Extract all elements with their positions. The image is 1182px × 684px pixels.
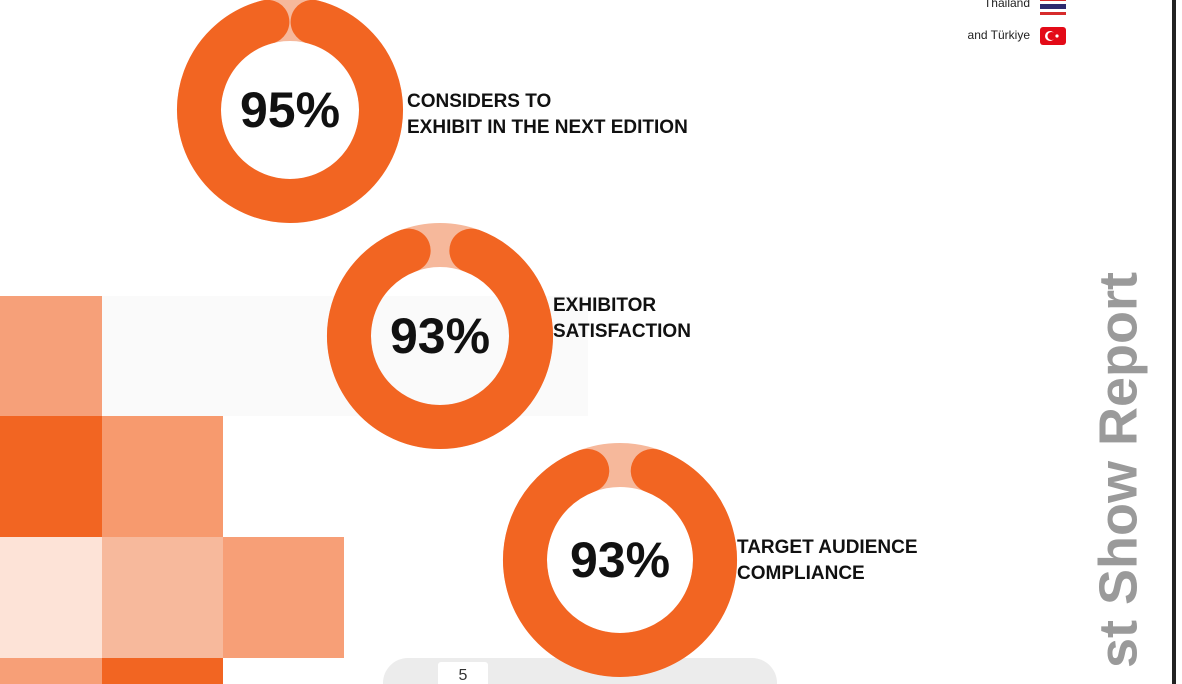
percentage: 93% [390,308,490,364]
caption: CONSIDERS TO [407,91,551,112]
country: Thailand [984,0,1030,10]
caption: EXHIBIT IN THE NEXT EDITION [407,117,688,138]
donut-arc [503,448,737,677]
caption: EXHIBITOR [553,295,656,316]
tile [0,416,102,537]
page-number[interactable]: 5 [459,667,468,684]
tile [102,416,223,537]
page-edge [1172,0,1176,684]
tile [0,296,102,416]
percentage: 93% [570,532,670,588]
side-title: st Show Report [1088,272,1148,668]
flag-thailand [1040,0,1066,15]
donut-arc [327,228,553,449]
percentage: 95% [240,82,340,138]
tile [223,537,344,658]
tile [102,537,223,658]
country: and Türkiye [968,28,1031,42]
page-box[interactable] [438,662,488,684]
tile [102,658,223,684]
caption: TARGET AUDIENCE [737,537,918,558]
tile [0,537,102,658]
donut-arc [177,0,403,223]
flag-turkiye [1040,27,1066,45]
tile [0,658,102,684]
caption: COMPLIANCE [737,563,865,584]
caption: SATISFACTION [553,321,691,342]
